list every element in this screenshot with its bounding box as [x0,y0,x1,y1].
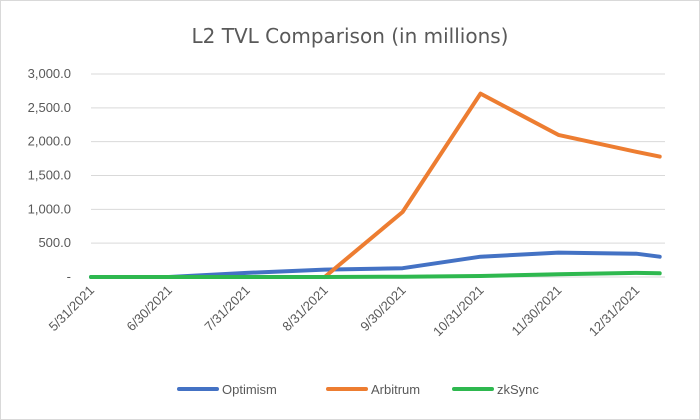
y-tick-label: 1,500.0 [28,168,71,183]
x-axis-ticks: 5/31/2021 6/30/2021 7/31/2021 8/31/2021 9/30… [46,283,643,340]
series-line-zksync [89,270,662,279]
chart-title: L2 TVL Comparison (in millions) [192,24,509,48]
gridlines [91,73,665,278]
y-tick-label: 500.0 [38,235,71,250]
x-tick-label: 10/31/2021 [430,283,487,340]
legend-label-arbitrum: Arbitrum [371,382,420,397]
x-tick-label: 8/31/2021 [279,283,331,335]
series-lines [89,91,662,279]
legend-label-optimism: Optimism [222,382,277,397]
x-tick-label: 9/30/2021 [357,283,409,335]
legend: Optimism Arbitrum zkSync [177,382,539,397]
y-tick-label: 3,000.0 [28,66,71,81]
x-tick-label: 11/30/2021 [509,283,565,339]
y-tick-label: 1,000.0 [28,201,71,216]
legend-label-zksync: zkSync [497,382,539,397]
x-tick-label: 12/31/2021 [586,283,643,340]
x-tick-label: 5/31/2021 [46,283,98,335]
series-line-arbitrum [322,91,662,279]
y-tick-label: 2,500.0 [28,100,71,115]
y-tick-label: - [67,269,71,284]
y-axis-ticks: - 500.0 1,000.0 1,500.0 2,000.0 2,500.0 3,000.… [28,66,71,284]
x-tick-label: 7/31/2021 [201,283,253,335]
y-tick-label: 2,000.0 [28,134,71,149]
x-tick-label: 6/30/2021 [124,283,176,335]
